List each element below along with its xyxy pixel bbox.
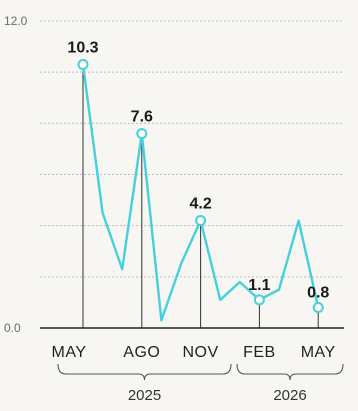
year-bracket: [57, 363, 232, 381]
y-axis-ticks: 0.0 12.0: [4, 14, 28, 335]
x-axis-label: NOV: [183, 344, 219, 361]
value-label: 7.6: [131, 109, 153, 126]
x-axis-label: MAY: [52, 344, 87, 361]
gridlines: [40, 20, 344, 278]
value-label: 0.8: [307, 285, 329, 302]
year-label: 2025: [128, 387, 161, 404]
annotation-stems: [82, 64, 319, 328]
y-tick-label: 0.0: [4, 321, 21, 335]
value-labels: 10.3 7.6 4.2 1.1 0.8: [67, 39, 329, 301]
x-axis-label: FEB: [243, 344, 276, 361]
data-point-marker: [195, 215, 207, 227]
value-label: 1.1: [248, 277, 270, 294]
value-label: 10.3: [67, 39, 98, 56]
x-axis-labels: MAY AGO NOV FEB MAY: [52, 344, 336, 361]
year-bracket: [236, 363, 344, 381]
data-point-marker: [253, 294, 265, 306]
data-point-marker: [77, 58, 89, 70]
data-point-marker: [136, 128, 148, 140]
data-point-marker: [312, 302, 324, 314]
year-groups: 2025 2026: [57, 363, 344, 404]
x-axis-label: AGO: [123, 344, 160, 361]
annotation-markers: [77, 58, 324, 314]
year-label: 2026: [273, 387, 306, 404]
x-axis-label: MAY: [301, 344, 336, 361]
y-tick-label: 12.0: [4, 14, 28, 28]
value-label: 4.2: [189, 196, 211, 213]
